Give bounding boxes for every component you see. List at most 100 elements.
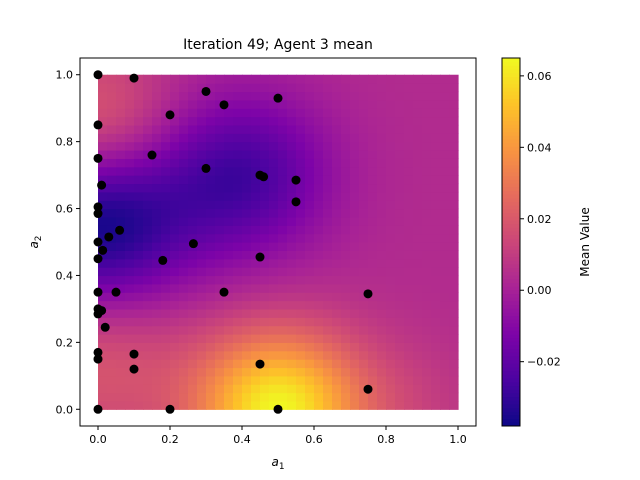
heatmap-cell <box>251 91 261 101</box>
heatmap-cell <box>449 175 459 185</box>
heatmap-cell <box>287 91 297 101</box>
heatmap-cell <box>197 158 207 168</box>
heatmap-cell <box>233 233 243 243</box>
heatmap-cell <box>305 74 315 84</box>
heatmap-cell <box>314 233 324 243</box>
heatmap-cell <box>98 350 108 360</box>
heatmap-cell <box>395 216 405 226</box>
heatmap-cell <box>170 83 180 93</box>
heatmap-cell <box>152 283 162 293</box>
heatmap-cell <box>107 150 117 159</box>
heatmap-cell <box>224 292 234 302</box>
heatmap-cell <box>332 200 342 210</box>
heatmap-cell <box>305 208 315 218</box>
heatmap-cell <box>359 175 369 185</box>
heatmap-cell <box>449 267 459 277</box>
heatmap-cell <box>296 300 306 310</box>
heatmap-cell <box>404 216 414 226</box>
heatmap-cell <box>161 216 171 226</box>
heatmap-cell <box>278 141 288 151</box>
heatmap-cell <box>260 133 270 143</box>
heatmap-cell <box>251 375 261 385</box>
heatmap-cell <box>161 233 171 243</box>
heatmap-cell <box>179 150 189 159</box>
colorbar-segment <box>502 175 520 180</box>
heatmap-cell <box>386 267 396 277</box>
chart-title: Iteration 49; Agent 3 mean <box>183 37 373 53</box>
heatmap-surface <box>98 74 459 410</box>
heatmap-cell <box>206 384 216 394</box>
heatmap-cell <box>431 275 441 285</box>
heatmap-cell <box>107 116 117 126</box>
heatmap-cell <box>125 108 135 118</box>
heatmap-cell <box>125 308 135 318</box>
heatmap-cell <box>431 325 441 335</box>
heatmap-cell <box>368 267 378 277</box>
heatmap-cell <box>422 166 432 176</box>
heatmap-cell <box>125 258 135 268</box>
heatmap-cell <box>440 283 450 293</box>
heatmap-cell <box>170 108 180 118</box>
heatmap-cell <box>197 392 207 402</box>
heatmap-cell <box>368 317 378 327</box>
heatmap-cell <box>296 384 306 394</box>
heatmap-cell <box>332 208 342 218</box>
heatmap-cell <box>350 242 360 251</box>
heatmap-cell <box>152 141 162 151</box>
heatmap-cell <box>215 342 225 352</box>
heatmap-cell <box>413 191 423 201</box>
heatmap-cell <box>359 116 369 126</box>
heatmap-cell <box>215 359 225 369</box>
heatmap-cell <box>332 116 342 126</box>
heatmap-cell <box>341 400 351 410</box>
heatmap-cell <box>197 191 207 201</box>
heatmap-cell <box>368 334 378 343</box>
heatmap-cell <box>134 133 144 143</box>
heatmap-cell <box>296 74 306 84</box>
heatmap-cell <box>368 283 378 293</box>
heatmap-cell <box>404 267 414 277</box>
heatmap-cell <box>377 250 387 260</box>
heatmap-cell <box>242 91 252 101</box>
heatmap-cell <box>314 216 324 226</box>
heatmap-cell <box>314 283 324 293</box>
heatmap-cell <box>449 359 459 369</box>
heatmap-cell <box>350 359 360 369</box>
heatmap-cell <box>395 275 405 285</box>
heatmap-cell <box>206 74 216 84</box>
heatmap-cell <box>332 342 342 352</box>
heatmap-cell <box>350 258 360 268</box>
heatmap-cell <box>305 359 315 369</box>
heatmap-cell <box>224 91 234 101</box>
heatmap-cell <box>296 242 306 251</box>
heatmap-cell <box>422 400 432 410</box>
heatmap-cell <box>197 359 207 369</box>
heatmap-cell <box>323 183 333 193</box>
heatmap-cell <box>251 200 261 210</box>
heatmap-cell <box>296 150 306 159</box>
heatmap-cell <box>251 208 261 218</box>
heatmap-cell <box>278 74 288 84</box>
heatmap-cell <box>98 166 108 176</box>
heatmap-cell <box>278 400 288 410</box>
heatmap-cell <box>431 208 441 218</box>
heatmap-cell <box>404 191 414 201</box>
heatmap-cell <box>440 166 450 176</box>
heatmap-cell <box>260 359 270 369</box>
heatmap-cell <box>260 83 270 93</box>
heatmap-cell <box>179 334 189 343</box>
heatmap-cell <box>143 191 153 201</box>
heatmap-cell <box>332 359 342 369</box>
heatmap-cell <box>449 191 459 201</box>
heatmap-cell <box>152 334 162 343</box>
heatmap-cell <box>125 392 135 402</box>
heatmap-cell <box>188 91 198 101</box>
heatmap-cell <box>170 275 180 285</box>
heatmap-cell <box>359 242 369 251</box>
heatmap-cell <box>449 91 459 101</box>
heatmap-cell <box>368 258 378 268</box>
heatmap-cell <box>278 283 288 293</box>
heatmap-cell <box>179 216 189 226</box>
heatmap-cell <box>359 183 369 193</box>
heatmap-cell <box>377 267 387 277</box>
